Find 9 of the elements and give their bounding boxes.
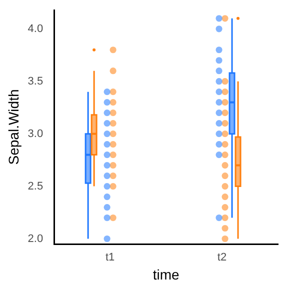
y-tick-label: 3.0 <box>28 128 44 140</box>
y-axis-title: Sepal.Width <box>5 89 22 165</box>
x-tick-label: t1 <box>105 252 115 264</box>
x-tick-label: t2 <box>217 252 227 264</box>
y-tick-label: 2.5 <box>28 180 44 192</box>
y-tick-label: 4.0 <box>28 22 44 35</box>
y-tick-label: 2.0 <box>28 232 44 245</box>
y-tick-label: 3.5 <box>28 75 44 88</box>
x-axis-title: time <box>152 266 180 282</box>
